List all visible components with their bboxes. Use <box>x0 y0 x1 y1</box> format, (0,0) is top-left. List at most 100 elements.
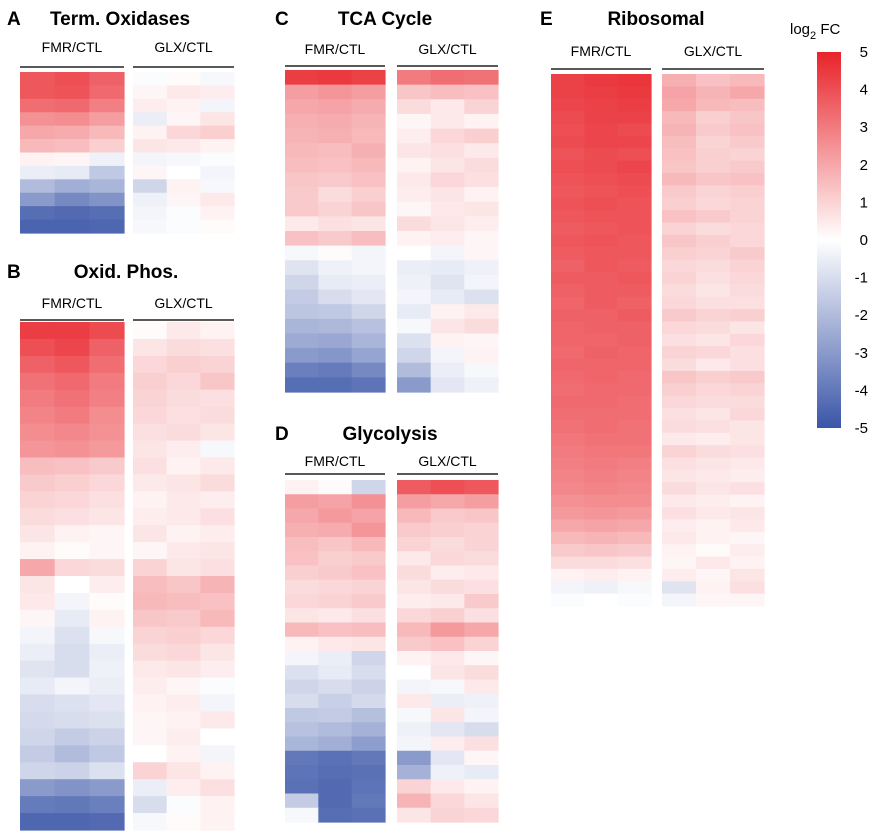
heatmap-cell <box>166 139 201 154</box>
heatmap-cell <box>696 494 731 508</box>
heatmap-cell <box>351 722 386 738</box>
heatmap-cell <box>662 234 697 248</box>
heatmap-cell <box>584 259 619 273</box>
heatmap-cell <box>133 508 168 526</box>
heatmap-cell <box>318 216 353 232</box>
heatmap-cell <box>696 135 731 149</box>
heatmap-cell <box>730 482 765 496</box>
heatmap-cell <box>351 289 386 305</box>
heatmap-cell <box>285 679 319 695</box>
heatmap-cell <box>166 112 201 127</box>
heatmap-cell <box>89 322 125 340</box>
heatmap-cell <box>54 559 90 577</box>
heatmap-cell <box>166 796 201 814</box>
heatmap-cell <box>351 245 386 261</box>
panel-d: D Glycolysis FMR/CTL GLX/CTL <box>275 424 499 823</box>
heatmap-cell <box>351 480 386 495</box>
heatmap-cell <box>285 231 319 247</box>
heatmap-cell <box>89 694 125 713</box>
heatmap-cell <box>20 72 56 87</box>
heatmap-cell <box>617 507 652 520</box>
heatmap-cell <box>662 482 697 496</box>
heatmap-cell <box>730 321 765 335</box>
heatmap-cell <box>351 579 386 595</box>
heatmap-cell <box>730 111 765 125</box>
heatmap-cell <box>464 274 499 291</box>
heatmap-cell <box>20 474 56 492</box>
heatmap-cell <box>430 143 465 159</box>
heatmap-cell <box>54 338 90 357</box>
heatmap-cell <box>20 779 56 797</box>
heatmap-block <box>20 72 125 234</box>
heatmap-cell <box>617 593 652 607</box>
heatmap-cell <box>20 728 56 746</box>
heatmap-cell <box>54 813 90 831</box>
heatmap-cell <box>584 370 619 384</box>
heatmap-block <box>662 74 765 607</box>
heatmap-cell <box>54 219 90 234</box>
heatmap-cell <box>351 807 386 823</box>
heatmap-cell <box>696 346 731 360</box>
heatmap-cell <box>133 457 168 475</box>
heatmap-cell <box>166 728 201 746</box>
heatmap-cell <box>285 537 319 552</box>
heatmap-cell <box>318 377 353 393</box>
heatmap-cell <box>89 542 125 560</box>
heatmap-cell <box>696 333 731 347</box>
heatmap-cell <box>730 544 765 558</box>
heatmap-cell <box>200 711 235 729</box>
heatmap-cell <box>133 125 168 140</box>
heatmap-cell <box>696 271 731 285</box>
heatmap-cell <box>89 406 125 425</box>
heatmap-cell <box>397 579 432 595</box>
heatmap-cell <box>166 813 201 831</box>
heatmap-cell <box>318 157 353 174</box>
heatmap-cell <box>54 192 90 207</box>
heatmap-cell <box>696 197 731 211</box>
heatmap-cell <box>54 179 90 194</box>
heatmap-cell <box>696 469 731 483</box>
colorbar-tick-label: -3 <box>855 345 868 362</box>
heatmap-cell <box>200 440 235 459</box>
heatmap-cell <box>133 179 168 194</box>
heatmap-cell <box>285 765 319 780</box>
heatmap-cell <box>662 432 697 446</box>
heatmap-cell <box>89 559 125 577</box>
heatmap-cell <box>730 568 765 582</box>
heatmap-cell <box>89 779 125 797</box>
heatmap-cell <box>584 296 619 310</box>
heatmap-cell <box>318 231 353 247</box>
heatmap-cell <box>54 491 90 509</box>
heatmap-cell <box>285 70 319 86</box>
heatmap-cell <box>662 593 697 607</box>
heatmap-cell <box>166 643 201 662</box>
heatmap-cell <box>730 408 765 422</box>
heatmap-cell <box>551 408 585 422</box>
heatmap-cell <box>318 494 353 510</box>
heatmap-cell <box>730 296 765 310</box>
heatmap-cell <box>696 284 731 298</box>
heatmap-cell <box>551 482 585 496</box>
heatmap-cell <box>662 370 697 384</box>
heatmap-cell <box>54 525 90 543</box>
heatmap-cell <box>351 736 386 752</box>
heatmap-cell <box>200 745 235 763</box>
heatmap-cell <box>200 206 235 221</box>
group-label: FMR/CTL <box>305 41 366 57</box>
heatmap-cell <box>54 592 90 611</box>
heatmap-cell <box>397 537 432 552</box>
heatmap-cell <box>464 480 499 495</box>
heatmap-cell <box>397 99 432 115</box>
heatmap-cell <box>200 813 235 831</box>
heatmap-cell <box>133 660 168 679</box>
heatmap-cell <box>166 219 201 234</box>
heatmap-cell <box>89 508 125 526</box>
heatmap-cell <box>730 210 765 224</box>
heatmap-cell <box>200 85 235 100</box>
heatmap-cell <box>617 370 652 384</box>
heatmap-cell <box>730 432 765 446</box>
heatmap-cell <box>397 187 432 203</box>
heatmap-cell <box>351 651 386 666</box>
panel-title: Oxid. Phos. <box>74 262 179 283</box>
heatmap-cell <box>584 568 619 582</box>
